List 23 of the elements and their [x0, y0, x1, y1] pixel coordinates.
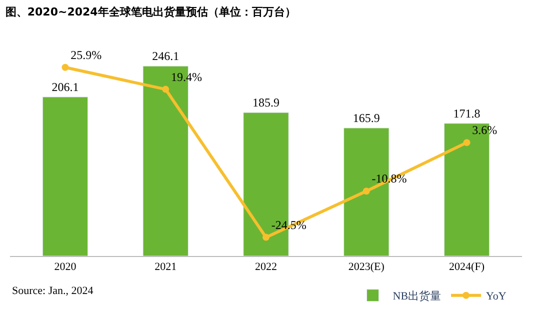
- legend-label: NB出货量: [392, 290, 442, 303]
- point: [362, 188, 370, 195]
- data-label: 185.9: [252, 96, 280, 110]
- data-label: 171.8: [453, 106, 480, 120]
- x-tick-label: 2021: [154, 261, 177, 274]
- data-label: 246.1: [152, 49, 180, 64]
- data-label: -24.5%: [271, 218, 306, 232]
- x-tick-label: 2024(F): [449, 261, 485, 274]
- data-label: -10.8%: [372, 172, 407, 186]
- bar: [42, 96, 88, 256]
- point: [162, 86, 170, 93]
- data-label: 206.1: [52, 80, 79, 94]
- chart-title: 图、2020~2024年全球笔电出货量预估（单位：百万台）: [5, 6, 296, 19]
- legend-label: YoY: [486, 290, 506, 303]
- point: [262, 234, 270, 241]
- data-label: 25.9%: [70, 48, 102, 62]
- data-label: 165.9: [352, 110, 380, 125]
- source-note: Source: Jan., 2024: [12, 285, 94, 297]
- x-tick-label: 2020: [54, 261, 77, 274]
- point: [62, 64, 69, 71]
- x-tick-label: 2023(E): [348, 261, 385, 274]
- point: [463, 139, 470, 146]
- x-tick-label: 2022: [255, 261, 277, 274]
